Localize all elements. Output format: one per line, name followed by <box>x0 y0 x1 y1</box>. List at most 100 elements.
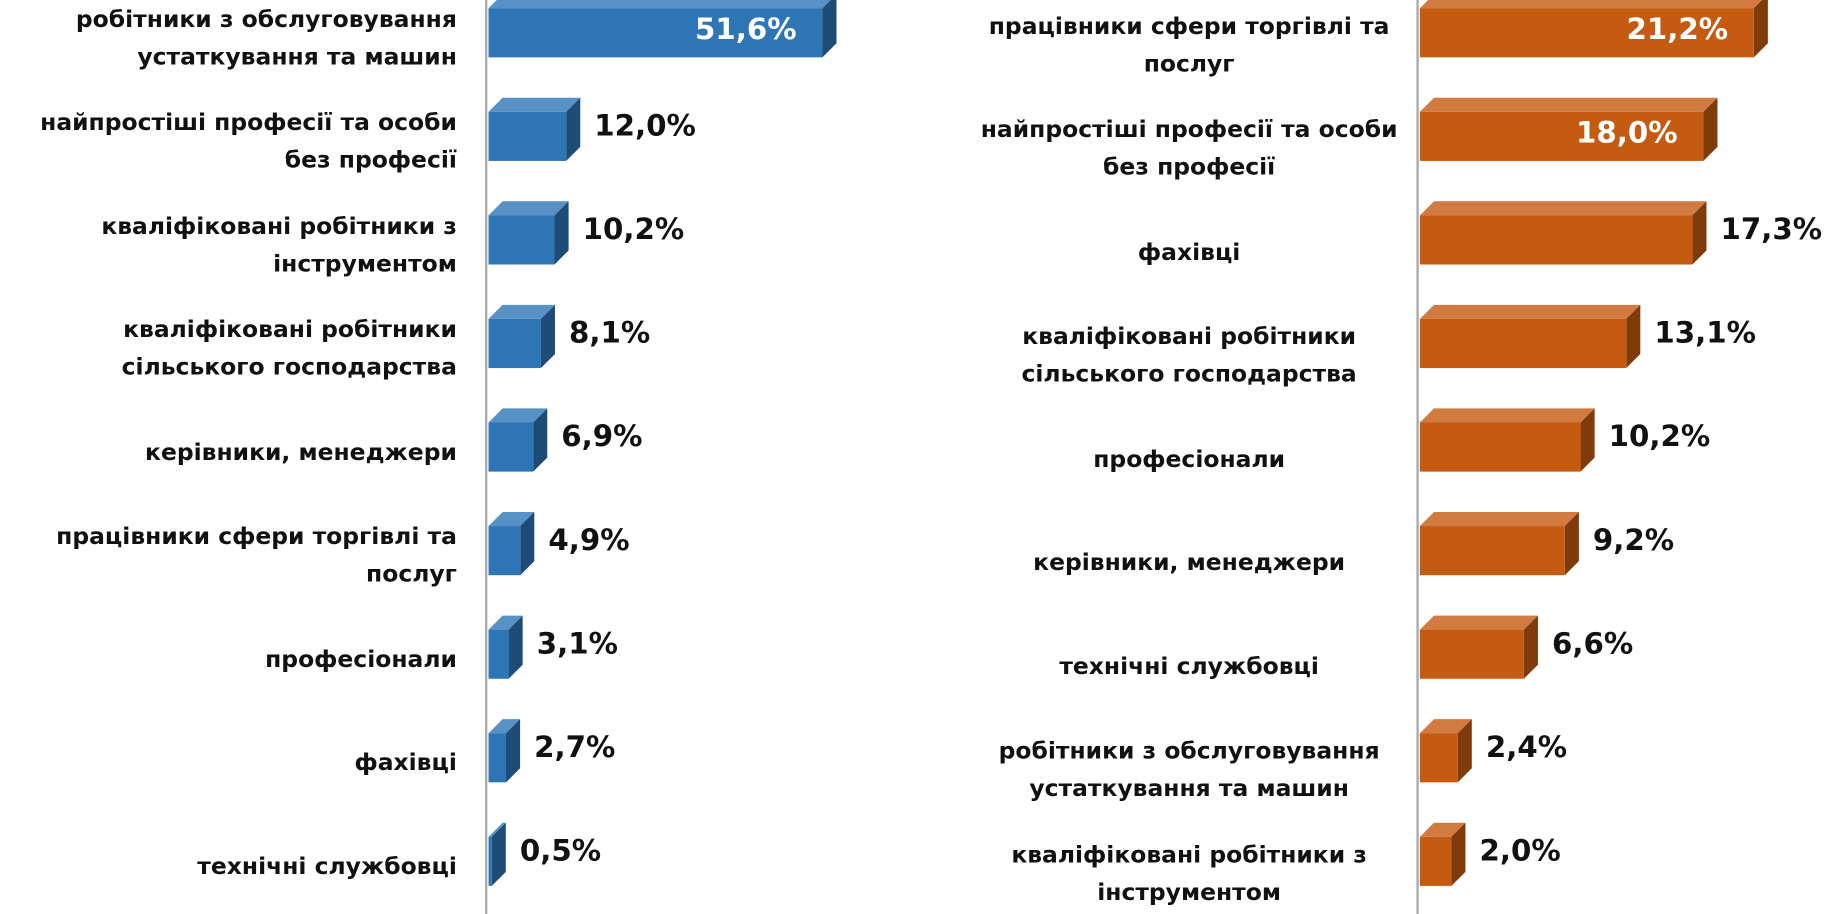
category-label: професіонали <box>265 644 457 673</box>
category-label: працівники сфери торгівлі та послуг <box>988 11 1390 77</box>
bar-side <box>1626 304 1641 369</box>
bar-side <box>1564 512 1579 576</box>
category-box: технічні службовці <box>1059 651 1319 680</box>
bar-front <box>1419 733 1458 783</box>
bar-top <box>1419 0 1763 9</box>
bar-front <box>1419 526 1565 576</box>
bar <box>488 615 523 679</box>
value-label: 51,6% <box>695 12 797 46</box>
category-label: професіонали <box>1093 444 1286 473</box>
bar-side <box>533 408 548 472</box>
category-box: професіонали <box>1093 444 1286 473</box>
bar-top <box>1419 201 1707 216</box>
category-label: найпростіші професії та особи без профес… <box>980 114 1398 181</box>
value-label: 10,2% <box>1609 419 1711 453</box>
value-label: 8,1% <box>569 316 650 350</box>
bar-front <box>1419 836 1452 886</box>
category-box: кваліфіковані робітники з інструментом <box>1011 839 1367 906</box>
category-label: найпростіші професії та особи без профес… <box>40 107 457 174</box>
bar-side <box>491 822 506 886</box>
value-label: 2,0% <box>1480 833 1561 867</box>
bar-front <box>488 318 541 369</box>
category-label: технічні службовці <box>1059 651 1319 680</box>
value-label: 3,1% <box>537 626 618 660</box>
bar-top <box>1419 304 1641 319</box>
bar-front <box>488 111 567 161</box>
category-box: керівники, менеджери <box>1033 548 1345 576</box>
bar <box>1419 822 1466 886</box>
bar-side <box>520 512 535 576</box>
category-box: робітники з обслуговування устаткування … <box>999 736 1380 802</box>
category-box: кваліфіковані робітники сільського госпо… <box>1021 322 1357 388</box>
bar-front <box>488 629 509 679</box>
bar <box>488 201 569 265</box>
value-label: 17,3% <box>1721 212 1823 246</box>
bar-side <box>1692 201 1707 265</box>
category-label: керівники, менеджери <box>145 437 457 466</box>
bar-top <box>1419 512 1579 527</box>
category-box: найпростіші професії та особи без профес… <box>40 107 457 174</box>
bar <box>488 822 506 886</box>
category-label: кваліфіковані робітники сільського госпо… <box>1021 322 1357 388</box>
category-box: працівники сфери торгівлі та послуг <box>988 11 1390 77</box>
bar <box>488 512 535 576</box>
category-box: фахівці <box>1137 237 1241 266</box>
bar-front <box>488 526 521 576</box>
category-box: технічні службовці <box>197 852 457 880</box>
category-box: кваліфіковані робітники сільського госпо… <box>121 315 457 381</box>
category-label: кваліфіковані робітники з інструментом <box>1011 839 1367 906</box>
value-label: 6,9% <box>561 419 642 453</box>
bar-front <box>1419 629 1524 679</box>
bar-side <box>1523 615 1538 679</box>
bar-side <box>1703 97 1718 161</box>
bar-top <box>1419 719 1472 734</box>
bar-top <box>488 719 521 734</box>
category-label: працівники сфери торгівлі та послуг <box>56 522 457 588</box>
bar-side <box>1580 408 1595 472</box>
bar-top <box>488 822 506 837</box>
bar <box>1419 615 1538 679</box>
value-label: 13,1% <box>1654 316 1756 350</box>
bar-top <box>488 512 535 527</box>
bar-top <box>488 97 581 112</box>
category-box: керівники, менеджери <box>145 437 457 466</box>
category-label: фахівці <box>1137 237 1241 266</box>
bar <box>1419 97 1718 161</box>
category-label: кваліфіковані робітники з інструментом <box>101 211 457 278</box>
bar <box>488 408 548 472</box>
bar-side <box>822 0 837 58</box>
bar-side <box>1451 822 1466 886</box>
bar <box>1419 304 1641 369</box>
bar-side <box>1457 719 1472 783</box>
value-label: 12,0% <box>594 108 696 142</box>
bar <box>1419 719 1472 783</box>
bar <box>488 0 837 58</box>
category-label: робітники з обслуговування устаткування … <box>75 4 457 70</box>
bar-front <box>1419 111 1704 161</box>
category-label: кваліфіковані робітники сільського госпо… <box>121 315 457 381</box>
bar <box>488 304 556 369</box>
bar-top <box>488 201 569 216</box>
bar-top <box>488 615 523 630</box>
bar-top <box>1419 408 1595 423</box>
value-label: 4,9% <box>548 523 629 557</box>
value-label: 10,2% <box>583 212 685 246</box>
category-box: робітники з обслуговування устаткування … <box>75 4 457 70</box>
value-label: 2,7% <box>534 730 615 764</box>
category-box: фахівці <box>354 748 457 777</box>
bar-side <box>554 201 569 265</box>
value-label: 21,2% <box>1626 12 1728 46</box>
bar-side <box>566 97 581 161</box>
bar-front <box>1419 318 1627 369</box>
bar-front <box>488 733 507 783</box>
value-label: 6,6% <box>1552 626 1633 660</box>
value-label: 18,0% <box>1576 116 1678 150</box>
bar <box>1419 512 1579 576</box>
bar-front <box>1419 8 1754 58</box>
bar-side <box>506 719 521 783</box>
bar-front <box>1419 215 1693 265</box>
value-label: 0,5% <box>520 833 601 867</box>
category-label: фахівці <box>354 748 457 777</box>
category-box: професіонали <box>265 644 457 673</box>
